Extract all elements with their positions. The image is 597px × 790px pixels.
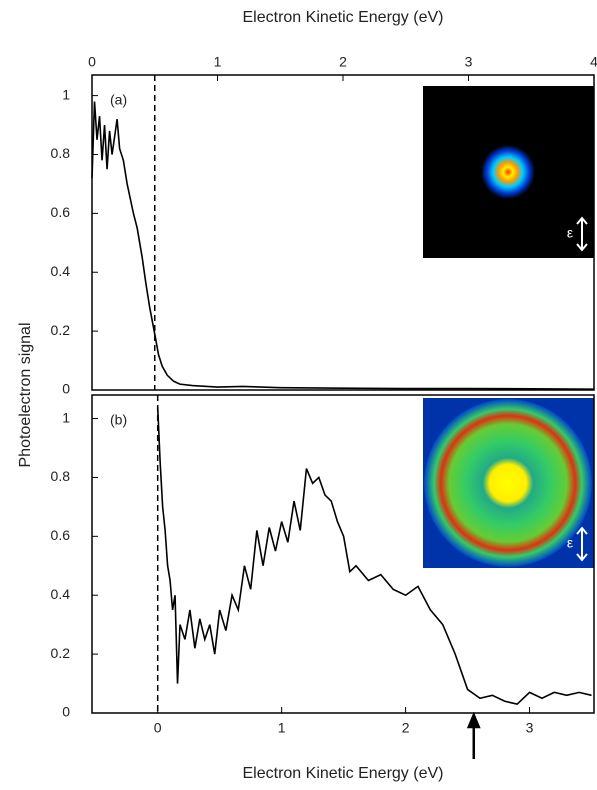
panel-label: (a)	[110, 92, 127, 108]
panel-label: (b)	[110, 412, 127, 428]
arrow-marker	[469, 715, 479, 759]
x-tick-label: 0	[88, 54, 96, 70]
x-tick-label: 2	[339, 54, 347, 70]
inset-label: ε	[567, 535, 573, 551]
inset-spot	[481, 145, 535, 199]
y-tick-label: 0.4	[51, 263, 71, 279]
x-tick-label: 3	[465, 54, 473, 70]
x-axis-label: Electron Kinetic Energy (eV)	[243, 9, 444, 26]
x-tick-label: 1	[214, 54, 222, 70]
inset-label: ε	[567, 225, 573, 241]
x-tick-label: 2	[402, 720, 410, 736]
y-tick-label: 1	[62, 86, 70, 102]
x-tick-label: 3	[526, 720, 534, 736]
y-tick-label: 0.8	[51, 145, 71, 161]
y-tick-label: 1	[62, 409, 70, 425]
y-axis-label: Photoelectron signal	[17, 323, 34, 468]
y-tick-label: 0.6	[51, 527, 71, 543]
x-tick-label: 4	[590, 54, 597, 70]
y-tick-label: 0.2	[51, 322, 71, 338]
y-tick-label: 0	[62, 704, 70, 720]
y-tick-label: 0	[62, 381, 70, 397]
y-tick-label: 0.4	[51, 586, 71, 602]
page: 0 1 2 3 4 Electron Kinetic Energy (eV) 0 0.2 0.4…	[0, 0, 597, 790]
x-tick-label: 0	[154, 720, 162, 736]
x-tick-label: 1	[278, 720, 286, 736]
figure: 0 1 2 3 4 Electron Kinetic Energy (eV) 0 0.2 0.4…	[0, 0, 597, 785]
x-axis-label: Electron Kinetic Energy (eV)	[243, 765, 444, 782]
y-tick-label: 0.6	[51, 204, 71, 220]
y-tick-label: 0.8	[51, 468, 71, 484]
y-tick-label: 0.2	[51, 645, 71, 661]
